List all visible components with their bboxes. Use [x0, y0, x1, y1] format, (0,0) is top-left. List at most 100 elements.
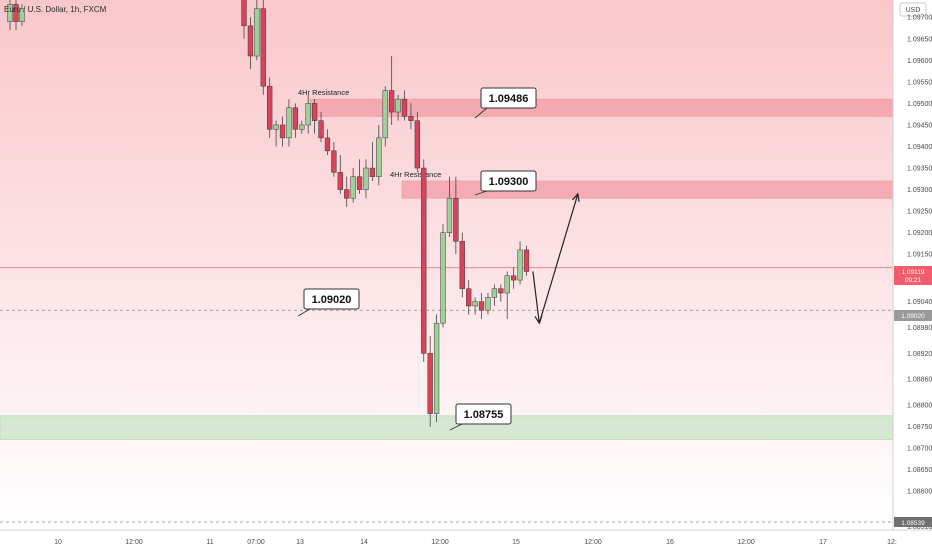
y-tick-14: 1.08920 [907, 351, 932, 358]
x-tick-6: 12:00 [431, 539, 449, 546]
candle-body-28 [421, 167, 427, 354]
level-badge-value: 1.09020 [901, 313, 925, 320]
callout-box-2 [480, 170, 537, 192]
candle-body-36 [472, 301, 478, 307]
candle-body-19 [363, 167, 369, 190]
y-tick-16: 1.08800 [907, 403, 932, 410]
currency-label: USD [906, 7, 921, 14]
y-tick-17: 1.08750 [907, 424, 932, 431]
bottom-badge-value: 1.08539 [901, 520, 925, 527]
y-tick-21: 1.08518 [907, 524, 932, 531]
zones-layer: 4Hr Resistance 4Hr Resistance [0, 88, 894, 523]
candle-body-35 [466, 288, 472, 307]
bottom-badge [894, 517, 932, 527]
current-price-value: 1.09119 [901, 269, 924, 276]
callout-pointer-3 [297, 308, 311, 317]
candle-body-4 [267, 85, 273, 130]
candle-body-31 [440, 232, 446, 324]
callout-box-3 [303, 288, 360, 310]
candle-body-2 [254, 8, 260, 57]
y-tick-20: 1.08600 [907, 489, 932, 496]
candle-body-left-1 [13, 4, 19, 22]
candle-body-1 [247, 25, 254, 57]
projection-arrowhead-up [572, 192, 580, 202]
x-tick-7: 15 [512, 539, 520, 546]
y-tick-8: 1.09300 [907, 187, 932, 194]
candle-body-12 [318, 120, 324, 139]
candles-layer [7, 0, 530, 427]
candle-body-43 [517, 249, 523, 281]
candle-body-34 [459, 241, 465, 289]
candle-body-7 [286, 107, 292, 139]
plot-background [0, 0, 893, 530]
candle-body-8 [292, 107, 299, 130]
resistance-zone-2 [401, 180, 894, 199]
x-tick-10: 12:00 [737, 539, 755, 546]
countdown-value: 09:21 [905, 277, 922, 284]
y-tick-0: 1.09700 [907, 15, 932, 22]
callout-box-1 [480, 87, 537, 109]
candle-body-13 [324, 137, 331, 152]
x-tick-5: 14 [360, 539, 368, 546]
price-badges: 1.09119 09:21 1.09020 1.08539 [894, 266, 932, 527]
overlays-layer: 1.09486 1.09300 1.09020 1.08755 [297, 87, 580, 431]
candle-body-3 [260, 8, 266, 87]
x-tick-0: 10 [54, 539, 62, 546]
candle-body-6 [279, 124, 286, 139]
candle-body-left-0 [7, 4, 13, 22]
candle-body-18 [356, 176, 363, 190]
candle-body-42 [510, 275, 517, 281]
callout-pointer-2 [474, 190, 488, 196]
candle-body-left-2 [19, 8, 25, 22]
candle-body-44 [523, 249, 530, 272]
y-tick-11: 1.09150 [907, 252, 932, 259]
callout-pointer-1 [474, 107, 488, 119]
candle-body-39 [491, 288, 498, 298]
callout-box-4 [455, 403, 512, 425]
candle-body-37 [478, 301, 485, 311]
time-axis-panel[interactable] [0, 530, 893, 550]
candle-body-17 [350, 176, 356, 199]
y-tick-7: 1.09350 [907, 166, 932, 173]
x-tick-8: 12:00 [584, 539, 602, 546]
level-badge [894, 310, 932, 321]
y-tick-15: 1.08860 [907, 377, 932, 384]
candle-body-14 [331, 150, 337, 173]
y-tick-2: 1.09600 [907, 58, 932, 65]
x-tick-9: 16 [666, 539, 674, 546]
candle-body-26 [408, 116, 414, 121]
y-tick-18: 1.08700 [907, 446, 932, 453]
candle-body-15 [337, 172, 343, 190]
candle-body-40 [498, 288, 504, 294]
chart-title: Euro / U.S. Dollar, 1h, FXCM [4, 5, 107, 14]
candle-body-41 [504, 275, 510, 294]
y-tick-10: 1.09200 [907, 230, 932, 237]
candle-body-22 [382, 90, 388, 139]
candle-body-29 [427, 353, 433, 414]
x-tick-12: 12: [887, 539, 897, 546]
candle-body-24 [395, 98, 401, 113]
y-tick-4: 1.09500 [907, 101, 932, 108]
support-zone-3 [0, 415, 894, 440]
candle-body-27 [414, 120, 420, 169]
y-tick-9: 1.09250 [907, 209, 932, 216]
x-tick-3: 07:00 [247, 539, 265, 546]
zone-label-1: 4Hr Resistance [298, 88, 349, 97]
zone-label-2: 4Hr Resistance [390, 170, 441, 179]
current-price-badge [894, 266, 932, 285]
x-tick-11: 17 [819, 539, 827, 546]
candle-body-30 [433, 322, 440, 414]
x-tick-labels: 10 12:00 11 07:00 13 14 12:00 15 12:00 16 12:00 17 1… [54, 539, 897, 546]
candle-body-32 [446, 197, 453, 233]
callout-label-4: 1.08755 [464, 409, 504, 421]
callout-label-1: 1.09486 [489, 93, 529, 105]
candle-body-25 [401, 98, 408, 117]
y-tick-1: 1.09650 [907, 36, 932, 43]
currency-box[interactable] [899, 2, 927, 17]
projection-arrowhead-down [534, 315, 543, 325]
y-tick-13: 1.08980 [907, 325, 932, 332]
candle-body-0 [241, 0, 247, 27]
candle-body-23 [389, 90, 395, 113]
candle-body-33 [453, 197, 459, 242]
